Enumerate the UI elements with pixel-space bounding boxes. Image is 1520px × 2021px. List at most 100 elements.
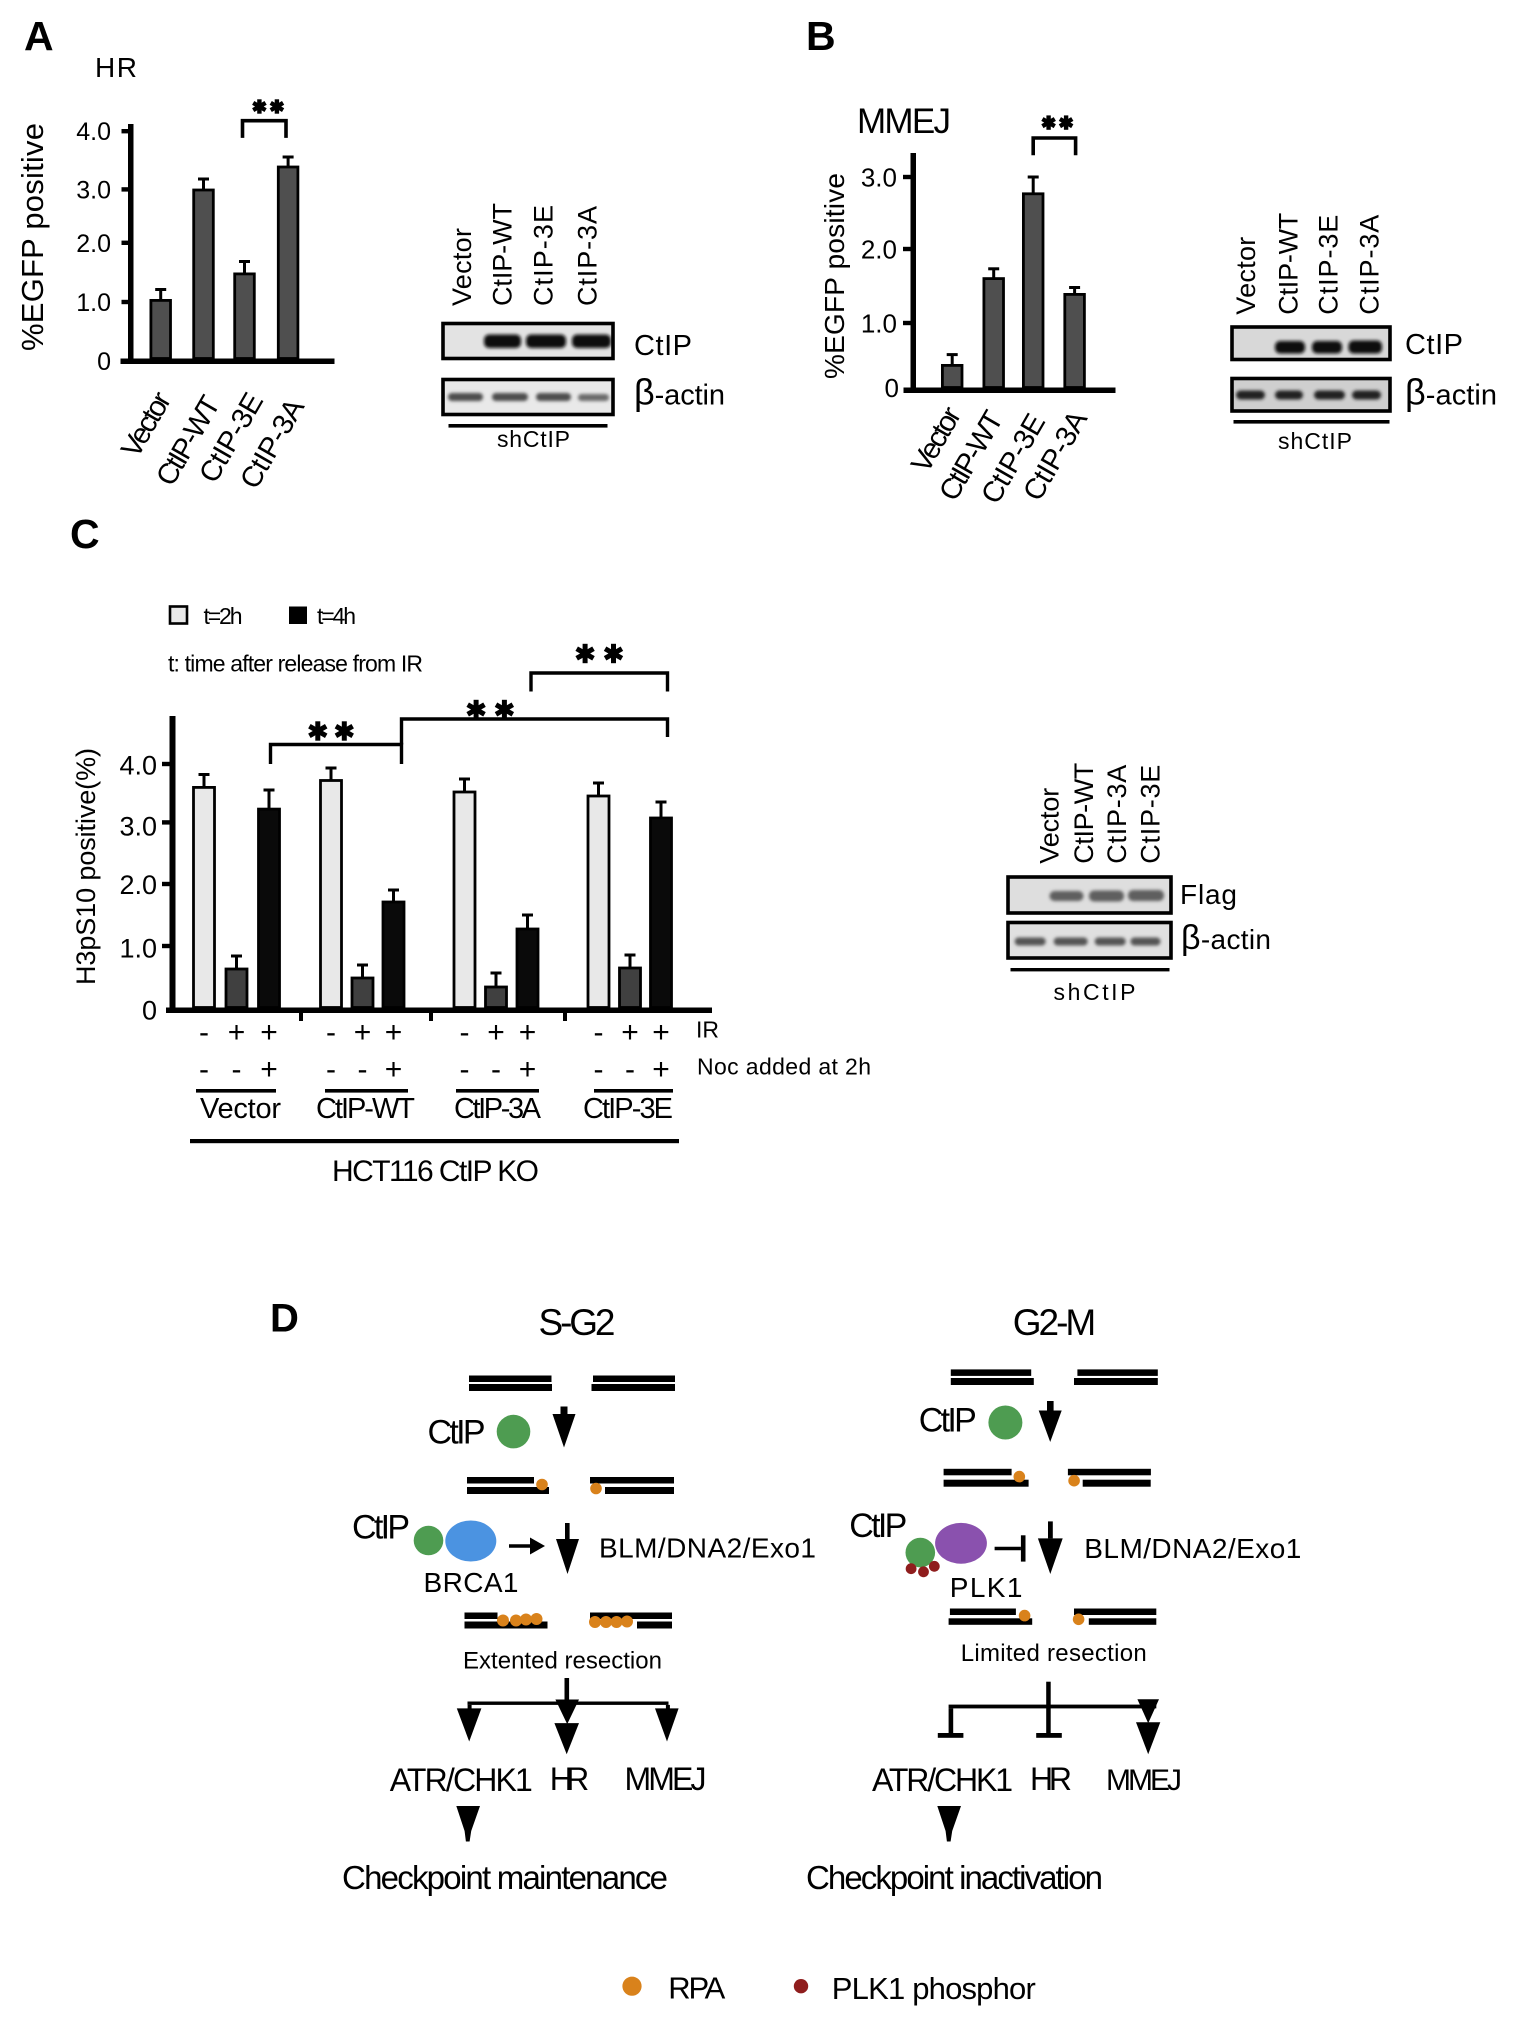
svg-text:-: - — [199, 1016, 209, 1049]
svg-text:%EGFP positive: %EGFP positive — [15, 123, 50, 351]
svg-text:RPA: RPA — [668, 1971, 725, 2006]
svg-text:4.0: 4.0 — [76, 118, 111, 146]
svg-text:2.0: 2.0 — [861, 235, 897, 265]
svg-text:shCtIP: shCtIP — [497, 426, 570, 452]
svg-text:CtIP-3A: CtIP-3A — [1102, 765, 1132, 864]
svg-text:-: - — [326, 1016, 336, 1049]
svg-text:Extented resection: Extented resection — [463, 1648, 662, 1675]
svg-text:Noc added at 2h: Noc added at 2h — [697, 1054, 871, 1080]
svg-text:-: - — [625, 1053, 635, 1086]
svg-text:4.0: 4.0 — [119, 751, 157, 781]
svg-text:H3pS10 positive(%): H3pS10 positive(%) — [71, 748, 101, 985]
svg-text:BLM/DNA2/Exo1: BLM/DNA2/Exo1 — [1084, 1533, 1301, 1564]
svg-text:1.0: 1.0 — [76, 289, 111, 317]
svg-text:ATR/CHK1: ATR/CHK1 — [390, 1762, 533, 1798]
svg-text:MMEJ: MMEJ — [625, 1761, 707, 1797]
svg-text:-: - — [594, 1016, 604, 1049]
svg-text:-: - — [594, 1053, 604, 1086]
svg-text:Vector: Vector — [447, 228, 477, 306]
svg-text:CtIP-WT: CtIP-WT — [316, 1093, 415, 1125]
svg-text:shCtIP: shCtIP — [1278, 428, 1352, 454]
svg-text:2.0: 2.0 — [119, 870, 157, 900]
svg-text:PLK1: PLK1 — [950, 1572, 1023, 1603]
svg-text:CtIP-WT: CtIP-WT — [488, 203, 518, 306]
svg-text:CtIP-3E: CtIP-3E — [529, 205, 559, 306]
svg-text:+: + — [260, 1016, 278, 1049]
svg-text:shCtIP: shCtIP — [1054, 979, 1136, 1005]
svg-text:3.0: 3.0 — [861, 163, 897, 193]
svg-text:t: time after release from IR: t: time after release from IR — [168, 651, 423, 677]
svg-text:ATR/CHK1: ATR/CHK1 — [872, 1762, 1013, 1798]
svg-text:HCT116 CtIP KO: HCT116 CtIP KO — [332, 1155, 539, 1188]
svg-text:2.0: 2.0 — [76, 230, 111, 258]
svg-text:β-actin: β-actin — [634, 372, 725, 413]
svg-text:HR: HR — [95, 52, 138, 83]
svg-text:CtIP: CtIP — [849, 1507, 907, 1545]
svg-text:CtIP-WT: CtIP-WT — [1069, 763, 1099, 864]
svg-text:+: + — [228, 1016, 246, 1049]
svg-text:+: + — [260, 1053, 278, 1086]
svg-text:Checkpoint inactivation: Checkpoint inactivation — [806, 1859, 1103, 1896]
svg-text:-: - — [491, 1053, 501, 1086]
svg-text:CtIP: CtIP — [634, 330, 692, 362]
svg-text:+: + — [385, 1053, 403, 1086]
svg-text:0: 0 — [142, 996, 157, 1026]
svg-text:-: - — [460, 1053, 470, 1086]
svg-text:+: + — [385, 1016, 403, 1049]
svg-text:β-actin: β-actin — [1405, 372, 1497, 413]
svg-text:-: - — [232, 1053, 242, 1086]
svg-text:CtIP-3E: CtIP-3E — [1136, 765, 1166, 864]
svg-text:Checkpoint maintenance: Checkpoint maintenance — [342, 1859, 668, 1896]
svg-text:3.0: 3.0 — [119, 812, 157, 842]
svg-text:BLM/DNA2/Exo1: BLM/DNA2/Exo1 — [599, 1533, 816, 1564]
svg-text:CtIP-3E: CtIP-3E — [1314, 215, 1344, 315]
svg-text:+: + — [519, 1053, 537, 1086]
svg-text:C: C — [70, 511, 100, 557]
svg-text:+: + — [519, 1016, 537, 1049]
svg-text:+: + — [652, 1016, 670, 1049]
svg-text:-: - — [199, 1053, 209, 1086]
svg-text:MMEJ: MMEJ — [857, 102, 951, 141]
svg-text:+: + — [487, 1016, 505, 1049]
svg-text:Flag: Flag — [1180, 879, 1237, 910]
svg-text:0: 0 — [97, 348, 111, 376]
svg-text:IR: IR — [696, 1017, 719, 1043]
svg-text:CtIP: CtIP — [428, 1414, 486, 1452]
svg-text:Limited resection: Limited resection — [961, 1640, 1147, 1667]
svg-text:CtIP-3A: CtIP-3A — [454, 1093, 542, 1125]
svg-text:t=2h: t=2h — [204, 603, 243, 629]
svg-text:%EGFP positive: %EGFP positive — [819, 173, 850, 379]
svg-text:BRCA1: BRCA1 — [424, 1567, 519, 1598]
svg-text:+: + — [621, 1016, 639, 1049]
svg-text:CtIP-3E: CtIP-3E — [583, 1093, 673, 1125]
svg-text:S-G2: S-G2 — [539, 1302, 616, 1343]
svg-text:1.0: 1.0 — [861, 309, 897, 339]
svg-text:HR: HR — [1030, 1761, 1072, 1797]
svg-text:A: A — [24, 13, 54, 59]
svg-text:Vector: Vector — [1231, 237, 1261, 315]
svg-text:Vector: Vector — [200, 1093, 281, 1125]
svg-text:-: - — [326, 1053, 336, 1086]
svg-text:HR: HR — [550, 1761, 590, 1797]
svg-text:MMEJ: MMEJ — [1106, 1764, 1182, 1797]
svg-text:β-actin: β-actin — [1181, 919, 1271, 957]
svg-text:Vector: Vector — [1035, 788, 1065, 864]
svg-text:3.0: 3.0 — [76, 176, 111, 204]
svg-text:G2-M: G2-M — [1013, 1302, 1097, 1343]
svg-text:-: - — [460, 1016, 470, 1049]
svg-text:CtIP-WT: CtIP-WT — [1274, 213, 1304, 315]
svg-text:CtIP-3A: CtIP-3A — [573, 206, 603, 306]
svg-text:CtIP: CtIP — [919, 1402, 977, 1440]
svg-text:t=4h: t=4h — [317, 603, 356, 629]
svg-text:1.0: 1.0 — [119, 934, 157, 964]
svg-text:D: D — [270, 1297, 299, 1341]
svg-text:CtIP: CtIP — [352, 1509, 410, 1547]
svg-text:B: B — [806, 13, 836, 59]
svg-text:+: + — [652, 1053, 670, 1086]
svg-text:-: - — [358, 1053, 368, 1086]
svg-text:CtIP-3A: CtIP-3A — [1355, 215, 1385, 315]
svg-text:0: 0 — [885, 373, 899, 403]
svg-text:PLK1 phosphor: PLK1 phosphor — [832, 1971, 1036, 2006]
svg-text:CtIP: CtIP — [1405, 329, 1463, 361]
svg-text:+: + — [354, 1016, 372, 1049]
